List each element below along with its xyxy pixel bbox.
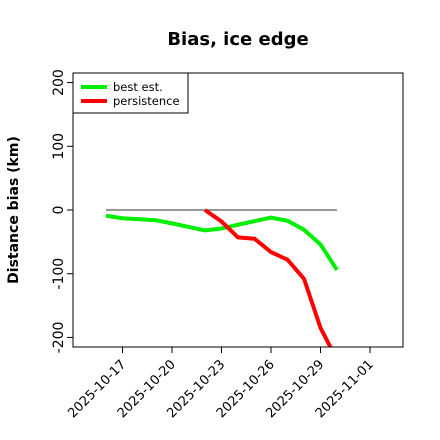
series-layer: [105, 208, 339, 347]
y-axis-label: Distance bias (km): [6, 136, 22, 284]
series-best-est-: [105, 213, 339, 271]
chart-title: Bias, ice edge: [167, 29, 308, 50]
y-tick-label: 0: [51, 206, 67, 215]
axes-layer: 2025-10-172025-10-202025-10-232025-10-26…: [51, 69, 377, 421]
y-tick-label: -200: [51, 322, 67, 354]
legend: best est.persistence: [72, 72, 189, 114]
legend-box: [72, 72, 189, 114]
y-tick-label: 200: [51, 69, 67, 96]
legend-label: persistence: [113, 94, 180, 108]
legend-label: best est.: [113, 80, 163, 94]
series-line: [203, 208, 333, 347]
series-persistence: [203, 208, 333, 347]
y-tick-label: -100: [51, 258, 67, 290]
y-tick-label: 100: [51, 133, 67, 160]
series-line: [105, 213, 339, 271]
